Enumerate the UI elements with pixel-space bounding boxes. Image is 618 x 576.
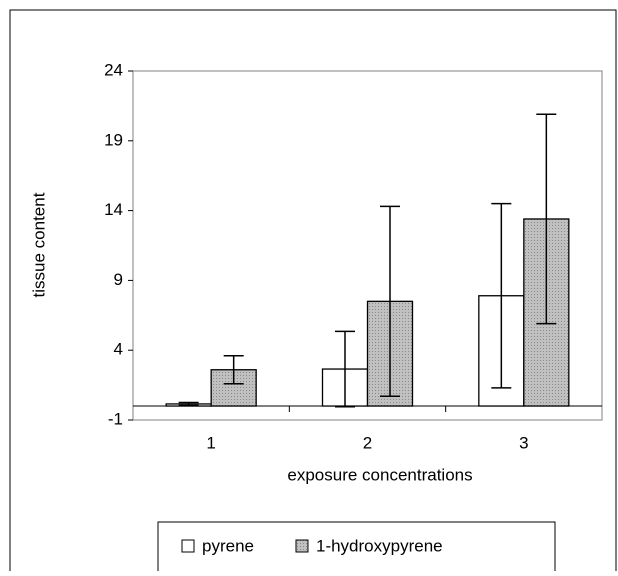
legend-label: pyrene bbox=[202, 536, 254, 555]
y-tick-label: 14 bbox=[104, 200, 123, 219]
y-tick-label: 9 bbox=[114, 270, 123, 289]
x-tick-label: 2 bbox=[363, 433, 372, 452]
legend-swatch bbox=[181, 539, 195, 553]
legend bbox=[157, 521, 556, 576]
y-tick-label: -1 bbox=[108, 409, 123, 428]
legend-swatch bbox=[295, 539, 309, 553]
x-axis-title: exposure concentrations bbox=[287, 465, 472, 484]
y-tick-label: 4 bbox=[114, 340, 123, 359]
y-tick-label: 24 bbox=[104, 60, 123, 79]
legend-label: 1-hydroxypyrene bbox=[316, 536, 443, 555]
plot-area bbox=[132, 70, 603, 421]
x-tick-label: 3 bbox=[519, 433, 528, 452]
y-axis-title: tissue content bbox=[29, 192, 48, 297]
x-tick-label: 1 bbox=[206, 433, 215, 452]
y-tick-label: 19 bbox=[104, 130, 123, 149]
chart-frame bbox=[9, 9, 617, 576]
